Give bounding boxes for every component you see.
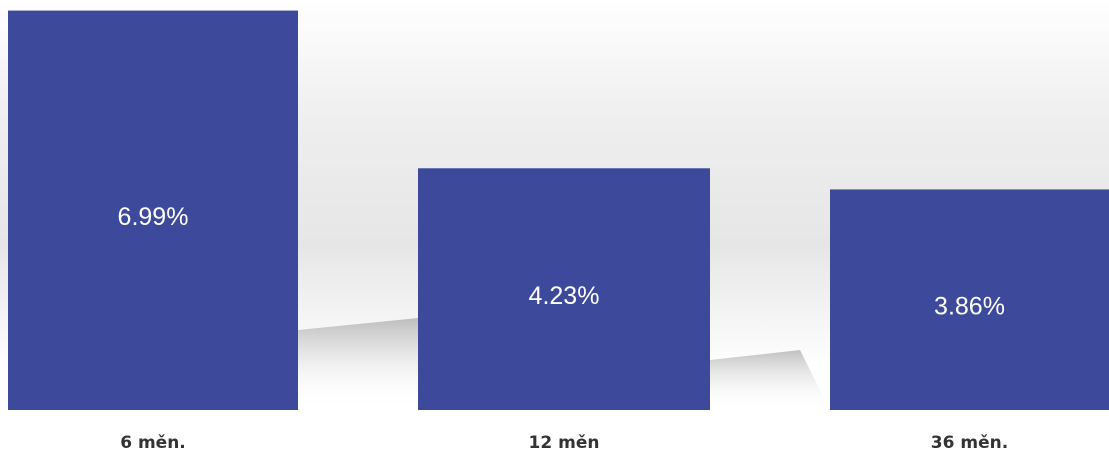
data-label: 3.86% xyxy=(934,292,1005,320)
shadow xyxy=(710,350,830,410)
x-tick-label: 12 měn xyxy=(529,433,600,452)
bar xyxy=(830,189,1109,410)
shadow xyxy=(298,318,418,410)
data-label: 4.23% xyxy=(529,282,600,310)
data-label: 6.99% xyxy=(118,203,189,231)
bar xyxy=(418,168,710,410)
x-tick-label: 36 měn. xyxy=(931,433,1008,452)
bar xyxy=(8,10,298,410)
x-tick-label: 6 měn. xyxy=(120,433,186,452)
